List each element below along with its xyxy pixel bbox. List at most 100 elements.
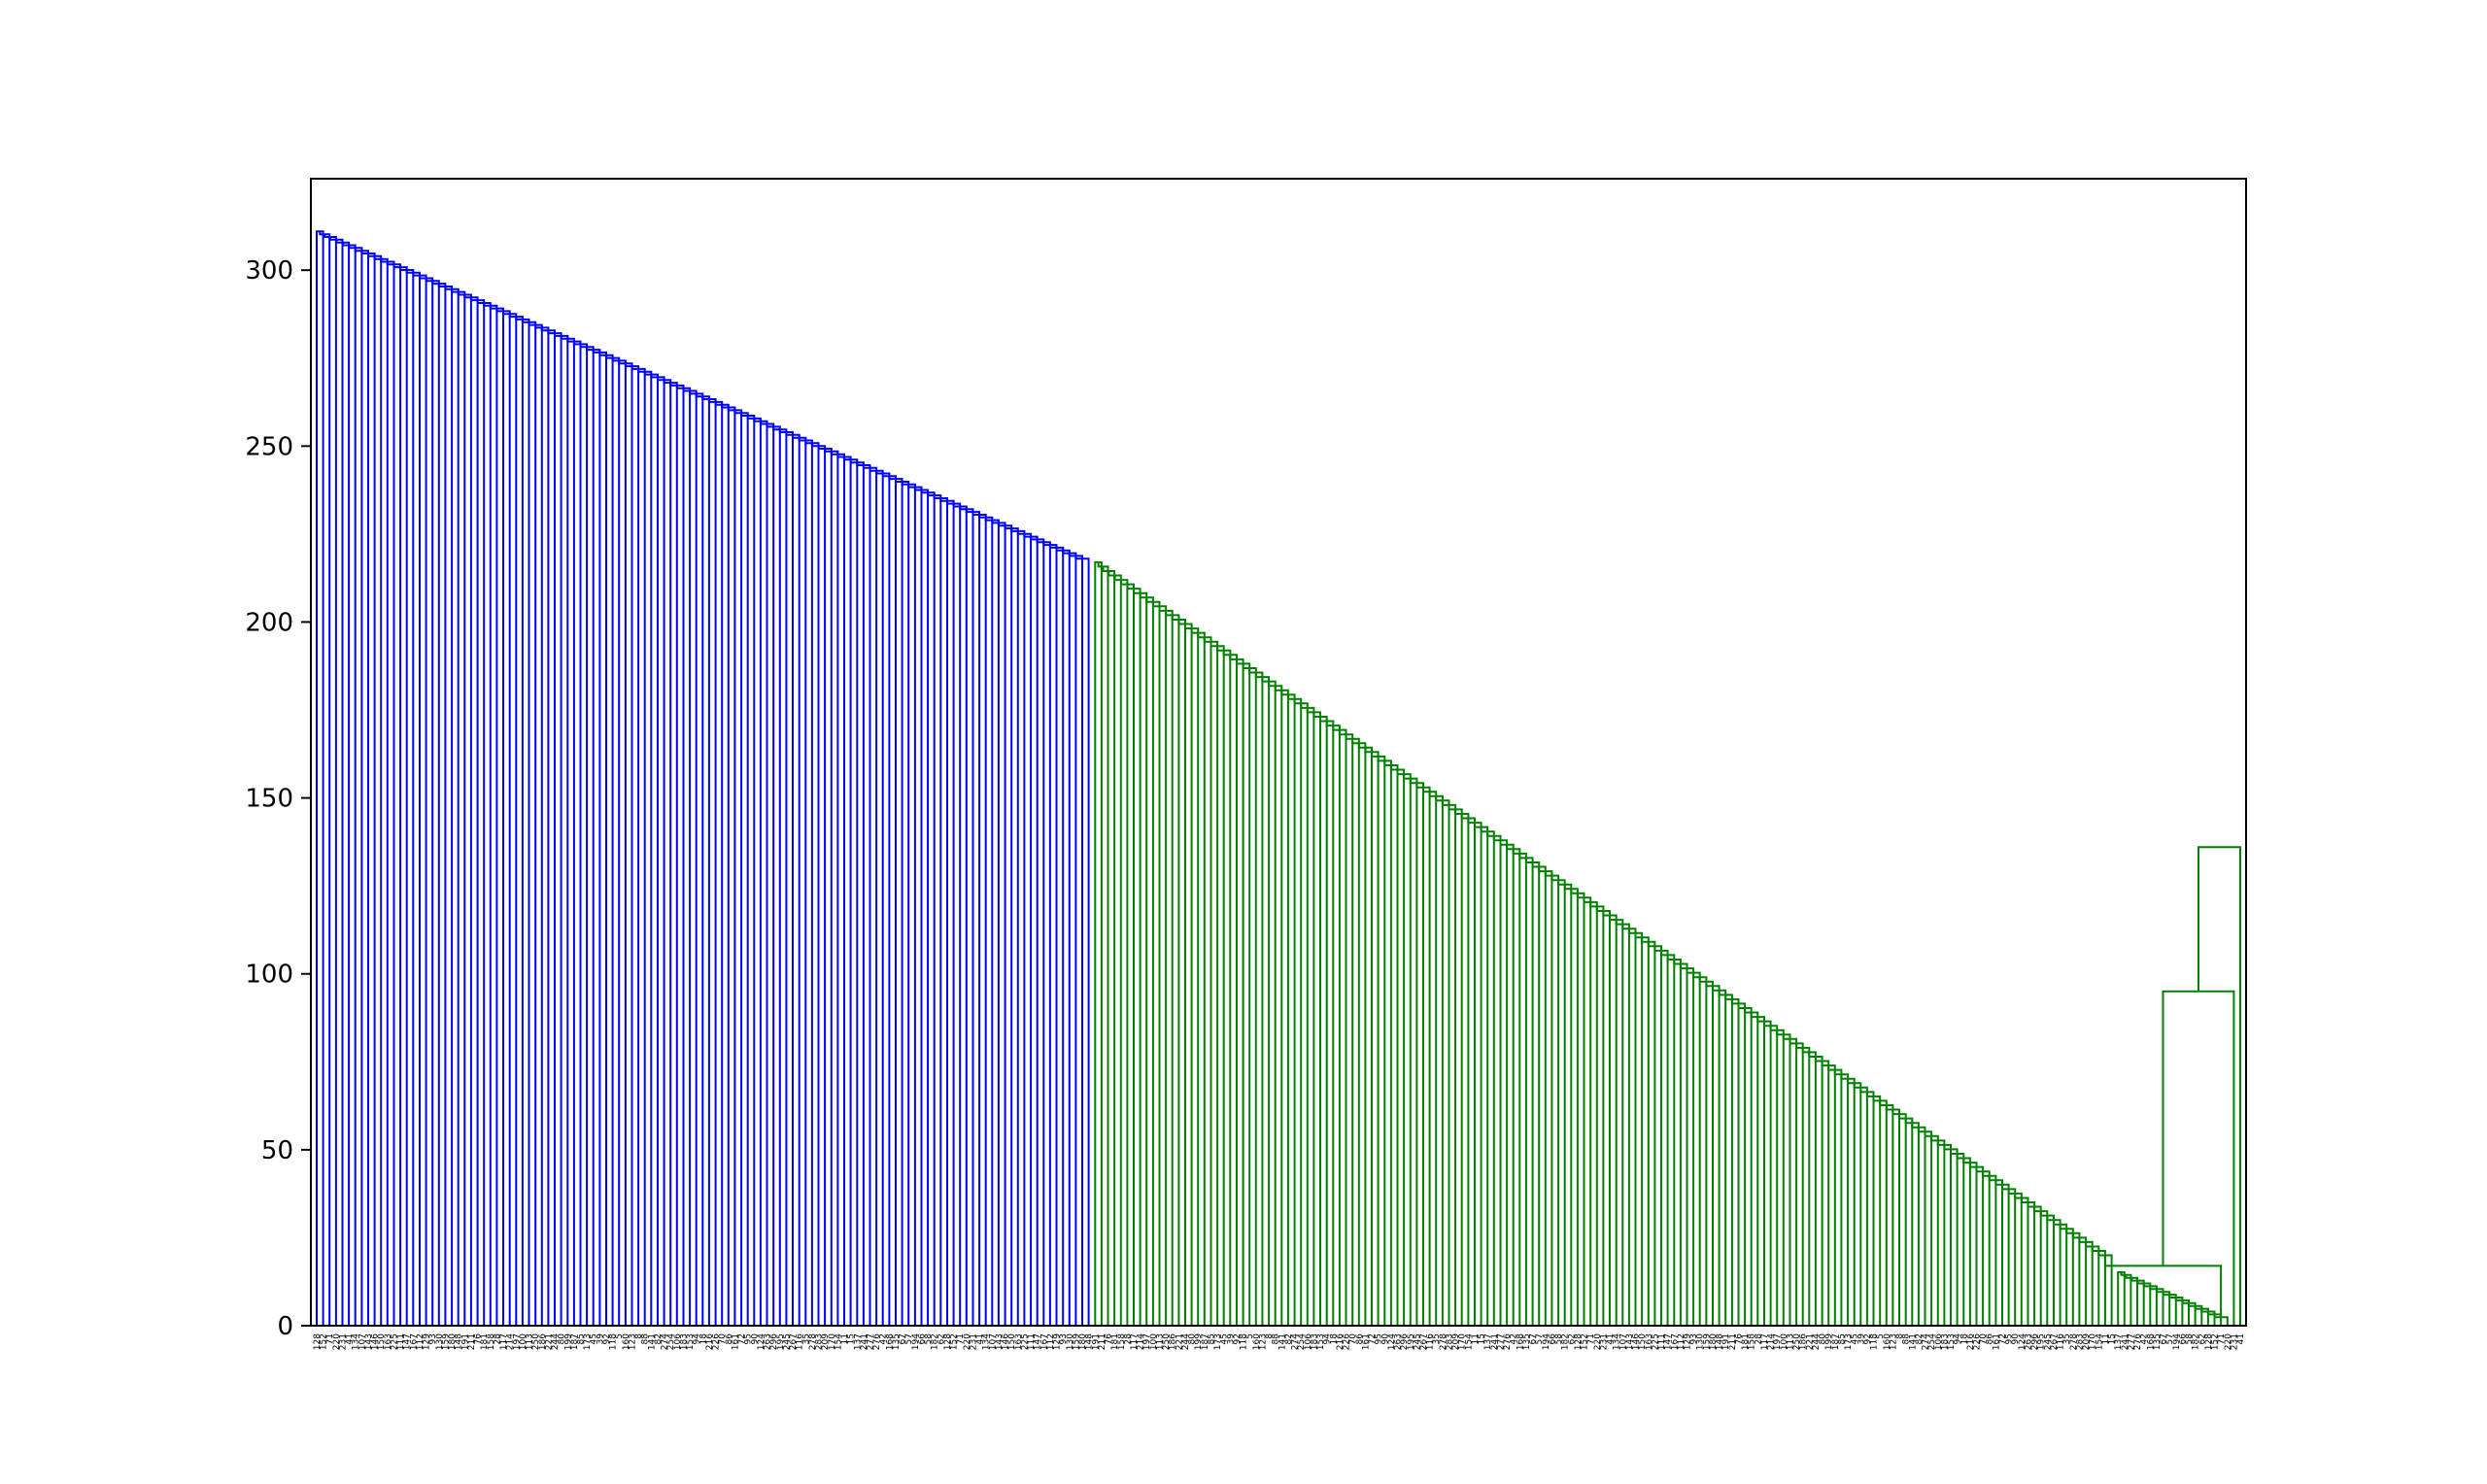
leaf-label: 42	[1510, 1333, 1519, 1344]
leaf-label: 137	[1483, 1333, 1493, 1350]
leaf-label: 150	[1638, 1333, 1648, 1350]
leaf-label: 263	[2024, 1333, 2033, 1350]
leaf-label: 66	[1548, 1333, 1557, 1345]
leaf-label: 124	[2018, 1333, 2027, 1350]
leaf-label: 58	[924, 1333, 934, 1345]
leaf-label: 183	[1940, 1333, 1950, 1350]
leaf-label: 62	[937, 1333, 946, 1344]
leaf-label: 100	[1780, 1333, 1789, 1350]
leaf-label: 107	[358, 1333, 367, 1350]
leaf-label: 82	[654, 1333, 664, 1344]
leaf-label: 254	[1297, 1333, 1307, 1350]
leaf-label: 76	[1734, 1333, 1744, 1345]
leaf-label: 160	[1252, 1333, 1262, 1350]
leaf-label: 278	[808, 1333, 818, 1350]
leaf-label: 116	[796, 1333, 805, 1350]
leaf-label: 135	[892, 1333, 902, 1350]
leaf-label: 276	[2133, 1333, 2143, 1350]
leaf-label: 277	[1496, 1333, 1506, 1350]
leaf-label: 18	[1329, 1333, 1339, 1345]
leaf-label: 57	[1535, 1333, 1545, 1344]
leaf-label: 276	[872, 1333, 882, 1350]
leaf-label: 245	[2043, 1333, 2053, 1350]
leaf-label: 135	[2153, 1333, 2163, 1350]
leaf-label: 71	[956, 1333, 966, 1344]
leaf-label: 8	[1265, 1333, 1275, 1339]
leaf-label: 41	[1606, 1333, 1616, 1344]
leaf-label: 5	[1245, 1333, 1255, 1339]
leaf-label: 231	[2230, 1333, 2239, 1350]
leaf-label: 85	[1837, 1333, 1847, 1344]
leaf-label: 173	[583, 1333, 593, 1350]
leaf-label: 186	[1169, 1333, 1178, 1350]
leaf-label: 180	[448, 1333, 458, 1350]
leaf-label: 112	[416, 1333, 426, 1350]
leaf-label: 137	[2114, 1333, 2124, 1350]
leaf-label: 245	[782, 1333, 792, 1350]
leaf-label: 134	[352, 1333, 361, 1350]
leaf-label: 276	[1503, 1333, 1513, 1350]
y-tick-label: 150	[245, 785, 293, 814]
leaf-label: 191	[1091, 1333, 1101, 1350]
leaf-label: 107	[1618, 1333, 1628, 1350]
leaf-label: 5	[1876, 1333, 1886, 1339]
leaf-label: 160	[622, 1333, 631, 1350]
leaf-label: 8	[634, 1333, 644, 1339]
leaf-label: 163	[384, 1333, 393, 1350]
leaf-label: 267	[2050, 1333, 2060, 1350]
leaf-label: 197	[1142, 1333, 1152, 1350]
leaf-label: 191	[460, 1333, 470, 1350]
leaf-label: 220	[1593, 1333, 1603, 1350]
leaf-label: 168	[885, 1333, 895, 1350]
leaf-label: 86	[725, 1333, 734, 1345]
leaf-label: 158	[1117, 1333, 1127, 1350]
leaf-label: 58	[2185, 1333, 2195, 1345]
leaf-label: 226	[1972, 1333, 1982, 1350]
leaf-label: 137	[853, 1333, 863, 1350]
leaf-label: 112	[1046, 1333, 1056, 1350]
leaf-label: 209	[1451, 1333, 1461, 1350]
leaf-label: 170	[828, 1333, 837, 1350]
leaf-label: 167	[1670, 1333, 1680, 1350]
leaf-label: 296	[1400, 1333, 1410, 1350]
leaf-label: 118	[1240, 1333, 1249, 1350]
leaf-label: 267	[1419, 1333, 1429, 1350]
leaf-label: 18	[1959, 1333, 1969, 1345]
leaf-label: 221	[1175, 1333, 1184, 1350]
leaf-label: 148	[455, 1333, 464, 1350]
leaf-label: 113	[1786, 1333, 1795, 1350]
leaf-label: 28	[493, 1333, 502, 1345]
leaf-label: 250	[1162, 1333, 1172, 1350]
leaf-label: 263	[764, 1333, 773, 1350]
leaf-label: 296	[2030, 1333, 2040, 1350]
leaf-label: 88	[1902, 1333, 1912, 1345]
leaf-label: 220	[2224, 1333, 2233, 1350]
leaf-label: 147	[1664, 1333, 1674, 1350]
leaf-label: 168	[2146, 1333, 2156, 1350]
leaf-label: 274	[1291, 1333, 1301, 1350]
leaf-label: 214	[1137, 1333, 1146, 1350]
leaf-label: 88	[641, 1333, 651, 1345]
leaf-label: 225	[1020, 1333, 1030, 1350]
leaf-labels: 1281527122023141134107143146150163225111…	[313, 1333, 2246, 1350]
leaf-label: 5	[615, 1333, 625, 1339]
leaf-label: 241	[1490, 1333, 1500, 1350]
leaf-label: 197	[1773, 1333, 1783, 1350]
leaf-label: 118	[609, 1333, 619, 1350]
leaf-label: 167	[1039, 1333, 1049, 1350]
leaf-label: 225	[390, 1333, 399, 1350]
leaf-label: 250	[531, 1333, 541, 1350]
leaf-label: 278	[2069, 1333, 2079, 1350]
leaf-label: 211	[1098, 1333, 1107, 1350]
leaf-label: 161	[731, 1333, 740, 1350]
leaf-label: 123	[628, 1333, 637, 1350]
leaf-label: 117	[1760, 1333, 1770, 1350]
leaf-label: 57	[904, 1333, 914, 1344]
leaf-label: 130	[1696, 1333, 1706, 1350]
leaf-label: 72	[1998, 1333, 2008, 1344]
leaf-label: 191	[1721, 1333, 1731, 1350]
leaf-label: 35	[801, 1333, 811, 1344]
leaf-label: 183	[679, 1333, 689, 1350]
leaf-label: 153	[1947, 1333, 1957, 1350]
